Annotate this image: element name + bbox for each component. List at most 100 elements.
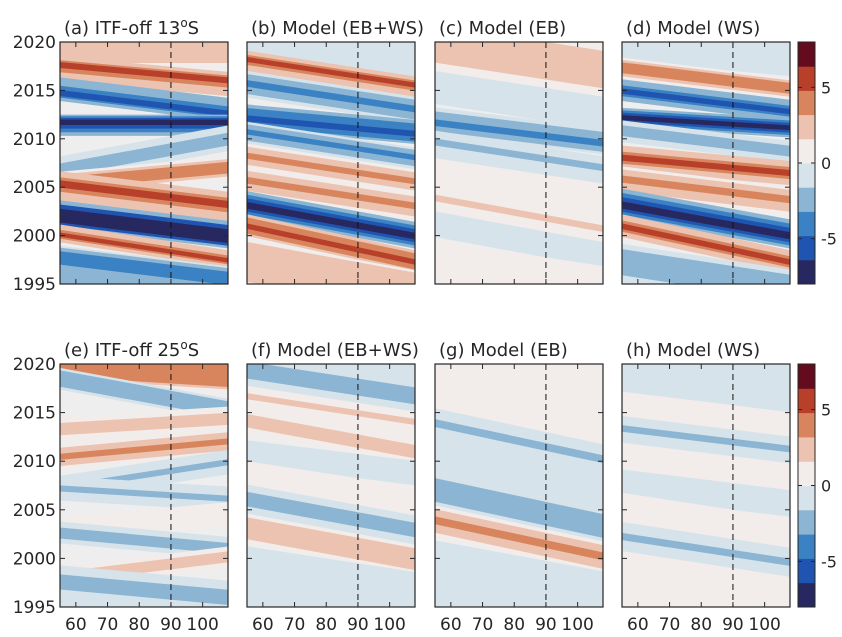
x-tick-label: 70	[97, 615, 119, 635]
panel-d-band-9-level-3	[622, 251, 790, 284]
panel-c-band-5-level-3	[435, 194, 603, 233]
panel-e-band-5-level-3	[60, 485, 228, 502]
panel-f-frame	[246, 363, 416, 608]
panel-h-band-1-level-3	[622, 400, 790, 428]
colorbar-0-segment-9	[798, 42, 815, 67]
panel-g-band-4-level-3	[435, 516, 603, 561]
colorbar-tick-label: 0	[821, 477, 831, 496]
panel-h-band-6-level-3	[622, 532, 790, 566]
panel-h-frame	[621, 363, 791, 608]
colorbar-1-segment-6	[798, 436, 815, 462]
y-tick-label: 1995	[13, 275, 56, 295]
panel-h-band-3-level-3	[622, 453, 790, 481]
panel-h-band-7-level-3	[622, 562, 790, 605]
panel-g-title: (g) Model (EB)	[439, 340, 568, 361]
panel-b-band-3-level-3	[247, 115, 415, 137]
x-tick-label: 60	[440, 615, 462, 635]
panel-d-title-main: (d) Model (WS)	[626, 18, 760, 39]
y-tick-label: 2005	[13, 501, 56, 521]
panel-g-frame	[434, 363, 604, 608]
colorbar-1-segment-9	[798, 364, 815, 389]
y-tick-label: 2005	[13, 178, 56, 198]
x-tick-label: 90	[722, 615, 744, 635]
colorbar-1-segment-7	[798, 412, 815, 438]
y-tick-label: 2000	[13, 227, 56, 247]
panel-c-band-7-level-3	[435, 249, 603, 284]
panel-g-band-2-level-3	[435, 452, 603, 498]
panel-d-band-5-level-3	[622, 154, 790, 177]
panel-h-title: (h) Model (WS)	[626, 340, 760, 361]
panel-c-frame	[434, 41, 604, 285]
panel-g-title-main: (g) Model (EB)	[439, 340, 568, 361]
panel-c-band-0-level-3	[435, 42, 603, 84]
panel-f-band-1-level-3	[247, 393, 415, 425]
colorbar-tick-label: -5	[821, 230, 837, 249]
panel-c-band-3-level-3	[435, 138, 603, 172]
x-tick-label: 60	[252, 615, 274, 635]
panel-b-title: (b) Model (EB+WS)	[251, 18, 424, 39]
panel-a-band-4-level-3	[60, 136, 228, 174]
panel-e-field	[60, 364, 228, 607]
x-tick-label: 90	[347, 615, 369, 635]
panel-f-band-3-level-3	[247, 449, 415, 477]
colorbar-0-segment-2	[798, 211, 815, 237]
colorbar-0-segment-3	[798, 187, 815, 212]
y-tick-label: 1995	[13, 598, 56, 618]
panel-d-band-3-level-3	[622, 115, 790, 131]
x-tick-label: 100	[186, 615, 218, 635]
colorbar-1-segment-0	[798, 582, 815, 608]
panel-f-band-6-level-3	[247, 524, 415, 563]
panel-e-band-3-level-3	[60, 438, 228, 460]
panel-f-band-7-level-3	[247, 557, 415, 602]
panel-h-field	[622, 364, 790, 607]
x-tick-label: 80	[315, 615, 337, 635]
panel-c-band-1-level-3	[435, 83, 603, 118]
panel-d-title: (d) Model (WS)	[626, 18, 760, 39]
panel-f-band-4-level-3	[247, 470, 415, 503]
panel-a-band-0-level-3	[60, 47, 228, 62]
panel-h-title-main: (h) Model (WS)	[626, 340, 760, 361]
panel-g-band-5-level-3	[435, 553, 603, 603]
colorbar-1-segment-3	[798, 509, 815, 535]
panel-e-band-1-level-3	[60, 375, 228, 412]
panel-g-field	[435, 364, 603, 607]
panel-a-band-9-level-3	[60, 251, 228, 284]
x-tick-label: 80	[690, 615, 712, 635]
panel-a-title-sup: o	[180, 16, 187, 30]
panel-c-title: (c) Model (EB)	[439, 18, 566, 39]
panel-a-title-main: (a) ITF-off 13	[64, 18, 180, 39]
panel-c-band-4-level-3	[435, 170, 603, 205]
colorbar-0-segment-6	[798, 114, 815, 140]
panel-d-band-8-level-3	[622, 223, 790, 265]
panel-b-band-0-level-3	[247, 42, 415, 71]
y-tick-label: 2015	[13, 81, 56, 101]
colorbar-tick-label: 5	[821, 78, 831, 97]
panel-g-band-0-level-3	[435, 372, 603, 434]
colorbar-1-segment-4	[798, 485, 815, 511]
panel-d-field	[622, 42, 790, 284]
panel-a-band-3-level-3	[60, 119, 228, 126]
panel-d-band-4-level-3	[622, 127, 790, 154]
colorbar-0-segment-0	[798, 259, 815, 285]
y-tick-label: 2020	[13, 355, 56, 375]
panel-b-band-2-level-3	[247, 80, 415, 113]
panel-f-field	[247, 364, 415, 607]
panel-d-band-1-level-3	[622, 64, 790, 91]
panel-e-title: (e) ITF-off 25oS	[64, 338, 199, 361]
panel-e-frame	[59, 363, 229, 608]
panel-h-band-4-level-3	[622, 478, 790, 506]
y-tick-label: 2020	[13, 33, 56, 53]
x-tick-label: 80	[128, 615, 150, 635]
panel-d-frame	[621, 41, 791, 285]
panel-a-band-7-level-3	[60, 212, 228, 241]
panel-e-title-main: (e) ITF-off 25	[64, 340, 180, 361]
panel-e-band-2-level-3	[60, 415, 228, 433]
panel-a-frame	[59, 41, 229, 285]
panel-a-field	[60, 42, 228, 284]
colorbar-1-segment-5	[798, 461, 815, 486]
panel-b-band-9-level-3	[247, 246, 415, 284]
panel-h-band-5-level-3	[622, 503, 790, 537]
panel-a-band-6-level-3	[60, 180, 228, 209]
colorbar-1-segment-8	[798, 388, 815, 414]
